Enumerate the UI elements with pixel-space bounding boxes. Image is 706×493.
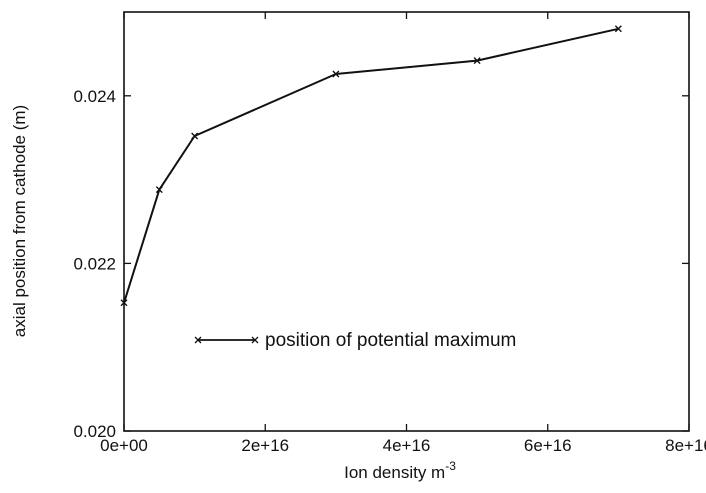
series-layer bbox=[120, 25, 622, 307]
plot-frame bbox=[123, 11, 690, 432]
axis-ticks bbox=[123, 12, 690, 432]
series-line bbox=[123, 27, 619, 304]
x-tick-label: 8e+16 bbox=[665, 436, 706, 455]
x-axis-label: Ion density m-3 bbox=[344, 459, 456, 482]
legend-marker-start bbox=[194, 336, 202, 344]
y-tick-label: 0.020 bbox=[73, 422, 116, 441]
data-point bbox=[120, 299, 128, 307]
x-tick-label: 4e+16 bbox=[383, 436, 431, 455]
data-point bbox=[473, 57, 481, 65]
data-point bbox=[191, 132, 199, 140]
legend-marker-end bbox=[251, 336, 259, 344]
x-axis-label-text: Ion density m bbox=[344, 463, 445, 482]
legend-label: position of potential maximum bbox=[265, 330, 516, 351]
x-tick-label: 0e+00 bbox=[100, 436, 148, 455]
x-axis-label-superscript: -3 bbox=[445, 459, 456, 473]
y-tick-label: 0.022 bbox=[73, 254, 116, 273]
y-axis-label: axial position from cathode (m) bbox=[10, 105, 29, 337]
data-point bbox=[332, 70, 340, 78]
x-tick-label: 6e+16 bbox=[524, 436, 572, 455]
legend: position of potential maximum bbox=[194, 330, 516, 351]
data-point bbox=[614, 25, 622, 33]
x-tick-label: 2e+16 bbox=[241, 436, 289, 455]
y-tick-label: 0.024 bbox=[73, 87, 116, 106]
tick-labels: 0e+00 2e+16 4e+16 6e+16 8e+16 0.020 0.022 0.024 bbox=[73, 87, 706, 455]
data-point bbox=[155, 186, 163, 194]
